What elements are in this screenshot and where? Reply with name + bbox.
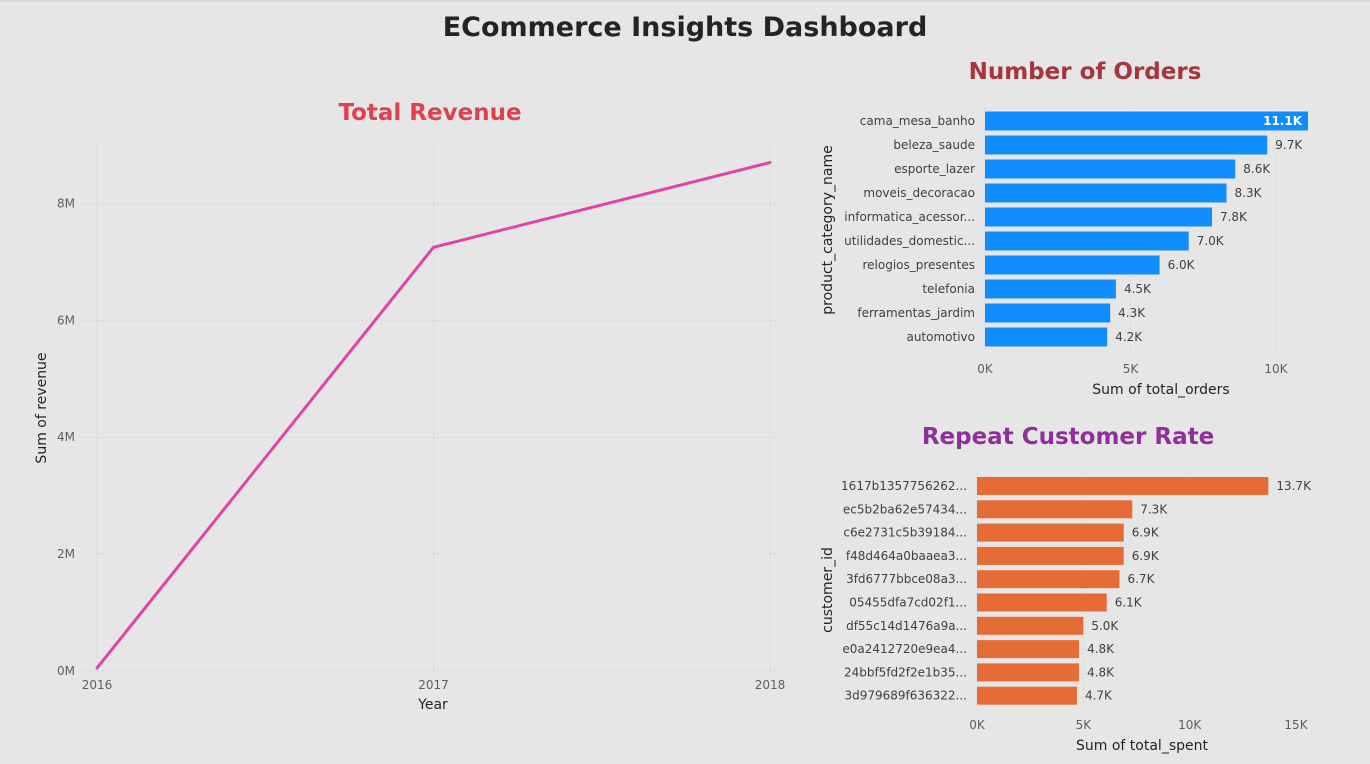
x-axis-title: Year <box>417 697 448 713</box>
bar <box>977 593 1107 612</box>
x-axis-title: Sum of total_spent <box>1076 738 1208 754</box>
bar <box>977 686 1077 705</box>
repeat-customer-chart-title: Repeat Customer Rate <box>921 424 1215 450</box>
bar <box>977 523 1124 542</box>
bar <box>985 159 1236 179</box>
category-label: 3d979689f636322... <box>844 689 967 703</box>
category-label: df55c14d1476a9a... <box>846 619 967 633</box>
data-label: 4.8K <box>1087 642 1115 656</box>
bar <box>985 303 1111 323</box>
data-label: 8.6K <box>1243 162 1271 176</box>
data-label: 7.3K <box>1140 502 1168 516</box>
data-label: 4.2K <box>1115 330 1143 344</box>
y-axis-title: customer_id <box>820 547 836 633</box>
x-tick-label: 10K <box>1178 718 1202 732</box>
x-tick-label: 10K <box>1264 362 1288 376</box>
bar <box>985 135 1268 155</box>
bar <box>977 570 1120 589</box>
x-tick-label: 2017 <box>418 678 449 692</box>
data-label: 9.7K <box>1275 138 1303 152</box>
bar <box>985 255 1160 275</box>
data-label: 11.1K <box>1263 114 1303 128</box>
bar <box>985 279 1116 299</box>
x-tick-label: 2018 <box>755 678 786 692</box>
category-label: beleza_saude <box>893 138 975 152</box>
revenue-data-point <box>432 245 435 249</box>
y-tick-label: 4M <box>57 430 75 444</box>
bar <box>977 546 1124 565</box>
x-tick-label: 15K <box>1284 718 1308 732</box>
bar <box>985 183 1227 203</box>
category-label: informatica_acessor... <box>844 210 975 224</box>
top-border <box>0 0 1370 2</box>
y-axis-title: Sum of revenue <box>34 352 50 463</box>
y-tick-label: 8M <box>57 196 75 210</box>
data-label: 4.8K <box>1087 665 1115 679</box>
data-label: 4.5K <box>1124 282 1152 296</box>
category-label: moveis_decoracao <box>863 186 975 200</box>
dashboard-title: ECommerce Insights Dashboard <box>442 12 928 43</box>
category-label: cama_mesa_banho <box>860 114 975 128</box>
bar <box>985 327 1108 347</box>
category-label: c6e2731c5b39184... <box>843 526 967 540</box>
data-label: 4.7K <box>1085 689 1113 703</box>
bar <box>977 663 1080 682</box>
revenue-data-point <box>768 161 772 165</box>
x-tick-label: 5K <box>1076 718 1093 732</box>
bar <box>977 500 1133 519</box>
data-label: 6.9K <box>1132 549 1160 563</box>
bar <box>985 231 1189 251</box>
data-label: 5.0K <box>1091 619 1119 633</box>
category-label: 3fd6777bbce08a3... <box>846 572 967 586</box>
category-label: relogios_presentes <box>862 258 975 272</box>
bar <box>977 640 1080 659</box>
x-tick-label: 5K <box>1123 362 1140 376</box>
orders-chart-title: Number of Orders <box>968 59 1202 85</box>
y-tick-label: 6M <box>57 313 75 327</box>
data-label: 6.1K <box>1115 596 1143 610</box>
x-axis-title: Sum of total_orders <box>1092 382 1229 398</box>
category-label: e0a2412720e9ea4... <box>842 642 967 656</box>
y-tick-label: 0M <box>57 664 75 678</box>
x-tick-label: 0K <box>969 718 986 732</box>
category-label: 05455dfa7cd02f1... <box>849 596 967 610</box>
data-label: 6.0K <box>1168 258 1196 272</box>
x-tick-label: 2016 <box>82 678 113 692</box>
revenue-data-point <box>95 666 99 670</box>
x-tick-label: 0K <box>977 362 994 376</box>
y-axis-title: product_category_name <box>820 145 836 314</box>
data-label: 7.0K <box>1197 234 1225 248</box>
category-label: ec5b2ba62e57434... <box>843 502 967 516</box>
category-label: 24bbf5fd2f2e1b35... <box>844 665 967 679</box>
bar <box>977 616 1084 635</box>
data-label: 6.7K <box>1127 572 1155 586</box>
data-label: 4.3K <box>1118 306 1146 320</box>
bar <box>977 477 1269 495</box>
category-label: automotivo <box>906 330 975 344</box>
revenue-chart-title: Total Revenue <box>338 100 522 126</box>
data-label: 8.3K <box>1235 186 1263 200</box>
category-label: telefonia <box>922 282 975 296</box>
category-label: esporte_lazer <box>894 162 975 176</box>
bar <box>985 111 1308 131</box>
category-label: ferramentas_jardim <box>857 306 975 320</box>
y-tick-label: 2M <box>57 547 75 561</box>
category-label: utilidades_domestic... <box>844 234 975 248</box>
bar <box>985 207 1212 227</box>
category-label: f48d464a0baaea3... <box>846 549 967 563</box>
data-label: 13.7K <box>1276 479 1312 493</box>
category-label: 1617b1357756262... <box>841 479 967 493</box>
data-label: 6.9K <box>1132 526 1160 540</box>
data-label: 7.8K <box>1220 210 1248 224</box>
